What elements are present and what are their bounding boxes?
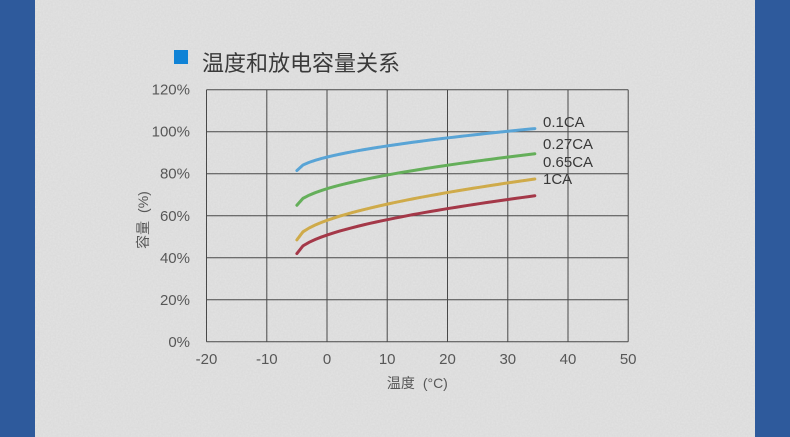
svg-text:80%: 80% — [160, 166, 190, 183]
svg-text:40: 40 — [560, 351, 577, 368]
svg-text:温度 (°C): 温度 (°C) — [387, 375, 448, 391]
svg-text:30: 30 — [499, 351, 516, 368]
svg-text:40%: 40% — [160, 250, 190, 267]
svg-text:0%: 0% — [168, 334, 190, 351]
svg-text:20: 20 — [439, 351, 456, 368]
svg-text:60%: 60% — [160, 208, 190, 225]
svg-text:-20: -20 — [196, 351, 218, 368]
svg-text:1CA: 1CA — [543, 171, 572, 188]
svg-text:120%: 120% — [152, 82, 190, 99]
svg-text:100%: 100% — [152, 124, 190, 141]
svg-text:容量 (%): 容量 (%) — [135, 191, 151, 249]
svg-text:-10: -10 — [256, 351, 278, 368]
svg-text:0: 0 — [323, 351, 331, 368]
svg-text:20%: 20% — [160, 292, 190, 309]
svg-text:0.27CA: 0.27CA — [543, 136, 593, 153]
svg-text:50: 50 — [620, 351, 637, 368]
svg-text:0.1CA: 0.1CA — [543, 114, 585, 131]
svg-text:10: 10 — [379, 351, 396, 368]
svg-text:0.65CA: 0.65CA — [543, 154, 593, 171]
